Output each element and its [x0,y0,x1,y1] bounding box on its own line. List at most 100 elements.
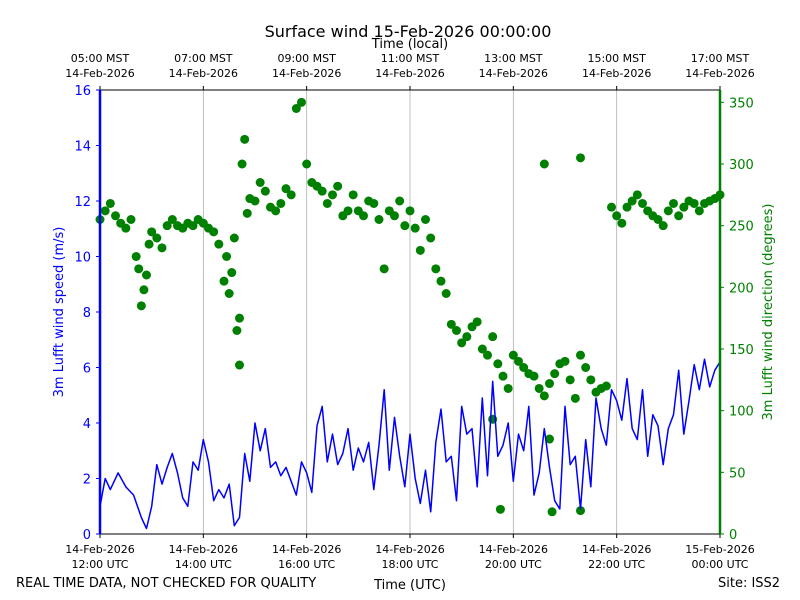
direction-point [405,206,415,216]
direction-point [627,196,637,206]
x-tick-label-time: 14:00 UTC [175,558,232,571]
left-tick-label: 16 [74,84,91,99]
right-tick-label: 350 [729,96,754,111]
direction-point [560,356,570,366]
direction-point [663,206,673,216]
direction-series [95,97,725,517]
direction-point [586,375,596,385]
direction-point [147,227,157,237]
direction-point [157,243,167,253]
direction-point [514,356,523,366]
x-tick-label-time: 00:00 UTC [691,558,748,571]
direction-point [111,211,120,221]
right-tick-label: 200 [729,281,754,296]
direction-point [622,202,632,212]
top-tick-label-time: 15:00 MST [587,52,646,65]
direction-point [632,190,642,200]
direction-point [638,198,647,208]
direction-point [240,134,250,144]
left-tick-label: 10 [74,251,91,266]
x-tick-label-time: 22:00 UTC [588,558,645,571]
direction-point [379,264,389,274]
direction-point [291,104,301,113]
direction-point [581,363,591,372]
x-axis-label: Time (UTC) [373,578,446,593]
direction-point [570,393,580,403]
direction-point [333,181,343,191]
direction-point [472,317,482,327]
right-tick-label: 150 [729,343,754,358]
direction-point [328,190,337,200]
direction-point [679,202,689,212]
data-quality-note: REAL TIME DATA, NOT CHECKED FOR QUALITY [16,576,317,591]
direction-point [237,159,247,169]
direction-point [653,215,663,224]
direction-point [669,198,678,208]
direction-point [400,221,410,231]
direction-point [446,319,456,329]
right-tick-label: 250 [729,220,754,235]
direction-point [136,301,146,311]
top-tick-label-date: 14-Feb-2026 [582,67,651,80]
direction-point [250,196,260,206]
direction-point [493,359,503,369]
direction-point [235,313,244,323]
direction-point [260,186,270,196]
direction-point [395,196,405,206]
direction-point [550,369,560,379]
direction-point [607,202,616,212]
direction-point [134,264,144,274]
direction-point [242,208,252,218]
direction-point [139,285,149,295]
left-tick-label: 8 [83,306,91,321]
left-tick-label: 12 [74,195,91,210]
direction-point [612,211,622,221]
left-tick-label: 14 [74,140,91,155]
direction-point [271,206,281,216]
top-tick-label-date: 14-Feb-2026 [479,67,548,80]
direction-point [658,221,668,231]
x-tick-label-date: 14-Feb-2026 [272,543,341,556]
right-tick-label: 100 [729,405,754,420]
direction-point [519,363,529,372]
direction-point [483,350,492,360]
direction-point [219,276,229,286]
direction-point [348,190,358,200]
direction-point [689,198,699,208]
direction-point [281,184,291,194]
direction-point [694,206,704,216]
direction-point [477,344,487,354]
direction-point [131,252,141,261]
direction-point [617,218,627,228]
top-tick-label-date: 14-Feb-2026 [169,67,238,80]
direction-point [452,326,461,335]
direction-point [390,211,399,221]
direction-point [539,391,549,401]
direction-point [415,245,425,255]
x-tick-label-time: 16:00 UTC [278,558,335,571]
direction-point [255,178,265,187]
direction-point [214,239,224,249]
axis-ticks: 14-Feb-2026 12:00 UTC 05:00 MST 14-Feb-2026… [65,52,754,571]
speed-line [99,358,721,530]
direction-point [545,434,554,444]
direction-point [100,206,110,216]
direction-point [162,221,172,231]
direction-point [235,360,244,370]
direction-point [488,332,498,342]
site-label: Site: ISS2 [718,576,781,591]
top-tick-label-time: 09:00 MST [277,52,336,65]
left-axis-label: 3m Lufft wind speed (m/s) [52,227,67,398]
direction-point [462,332,472,342]
left-tick-label: 2 [83,473,91,488]
direction-point [457,338,467,348]
top-tick-label-time: 11:00 MST [381,52,440,65]
direction-point [302,159,312,169]
x-tick-label-date: 14-Feb-2026 [65,543,134,556]
x-tick-label-date: 14-Feb-2026 [582,543,651,556]
left-tick-label: 6 [83,362,91,377]
direction-point [498,371,508,381]
direction-point [121,223,131,233]
direction-point [674,211,684,221]
